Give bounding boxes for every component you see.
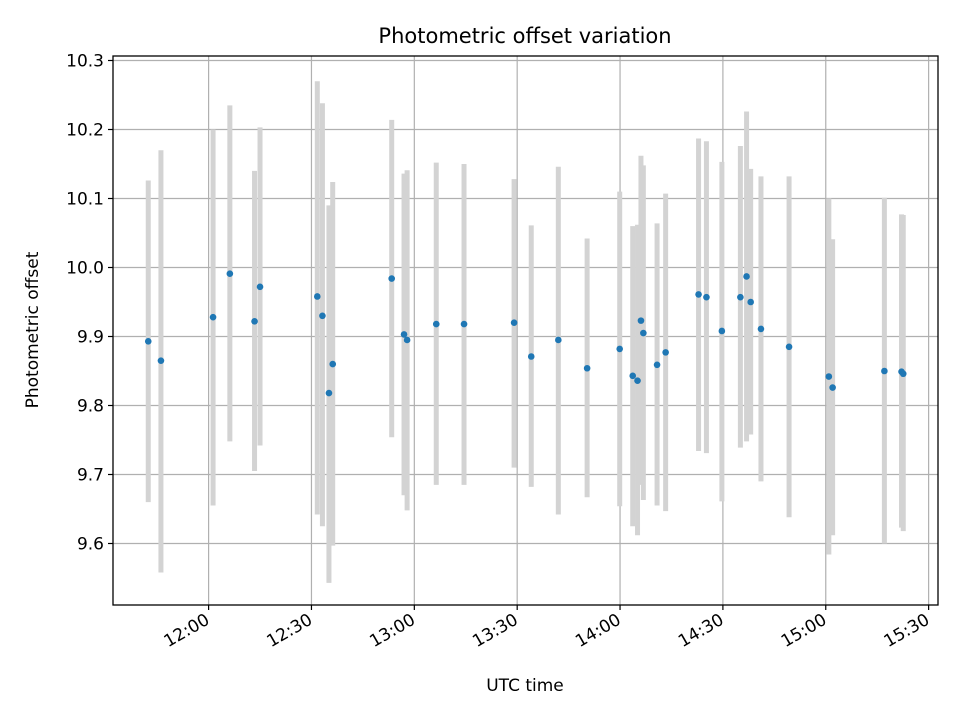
data-point	[881, 367, 888, 375]
y-tick-label: 10.0	[66, 259, 104, 279]
data-point	[640, 329, 647, 337]
data-point	[251, 318, 258, 325]
y-tick-label: 10.1	[66, 190, 104, 210]
data-point	[829, 384, 836, 391]
chart-title: Photometric offset variation	[378, 24, 671, 48]
x-axis-label: UTC time	[486, 676, 564, 696]
data-point	[616, 345, 623, 353]
data-point	[743, 273, 750, 280]
data-point	[662, 349, 669, 356]
data-point	[209, 313, 217, 321]
grid	[113, 56, 938, 605]
y-tick-label: 9.6	[77, 535, 104, 555]
data-point	[653, 361, 661, 369]
data-point	[634, 377, 641, 384]
y-tick-label: 10.2	[66, 121, 104, 141]
data-point	[583, 364, 591, 372]
data-point	[718, 327, 726, 335]
data-point	[899, 370, 907, 378]
data-point	[403, 336, 411, 344]
data-point	[400, 331, 408, 338]
data-point	[757, 325, 765, 333]
data-point	[432, 320, 440, 328]
data-point	[325, 389, 333, 397]
data-point	[629, 372, 637, 380]
data-point	[825, 373, 833, 380]
y-axis-ticks: 9.6 9.7 9.8 9.9 10.0 10.1 10.2 10.3	[66, 52, 113, 555]
y-tick-label: 9.9	[77, 328, 104, 348]
data-point	[555, 336, 562, 344]
data-point	[157, 357, 165, 364]
data-point	[144, 338, 152, 345]
data-point	[256, 283, 264, 291]
data-point	[460, 320, 468, 328]
y-axis-label: Photometric offset	[23, 251, 43, 408]
data-point	[637, 317, 645, 324]
data-point	[388, 275, 395, 282]
data-point	[737, 293, 744, 301]
data-point	[527, 353, 535, 360]
data-point	[747, 298, 754, 306]
data-point	[226, 270, 234, 278]
data-points	[144, 270, 907, 397]
plot-area	[113, 56, 938, 605]
plot-frame	[112, 55, 939, 606]
data-point	[703, 293, 710, 301]
y-tick-label: 10.3	[66, 52, 104, 72]
data-point	[319, 312, 326, 320]
data-point	[329, 360, 337, 368]
y-tick-label: 9.7	[77, 466, 104, 486]
data-point	[695, 291, 702, 298]
data-point	[510, 319, 518, 327]
data-point	[313, 293, 321, 300]
data-point	[785, 343, 793, 351]
y-tick-label: 9.8	[77, 397, 104, 417]
